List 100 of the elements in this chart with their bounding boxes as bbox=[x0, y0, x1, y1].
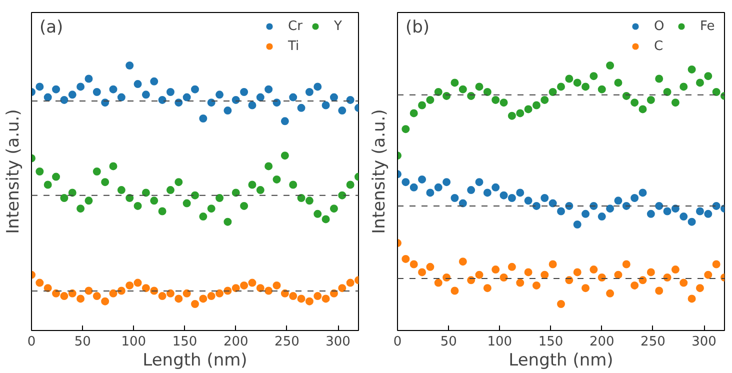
legend-label: Ti bbox=[288, 38, 300, 54]
point bbox=[590, 72, 598, 80]
point bbox=[297, 194, 306, 202]
point bbox=[688, 294, 696, 303]
point bbox=[182, 289, 191, 298]
legend-label: C bbox=[654, 38, 664, 54]
point bbox=[330, 93, 338, 102]
x-tick-label: 300 bbox=[326, 334, 350, 350]
point bbox=[696, 207, 704, 216]
point bbox=[174, 294, 183, 303]
point bbox=[158, 207, 166, 216]
y-axis-title: Intensity (a.u.) bbox=[4, 109, 24, 234]
point bbox=[573, 220, 582, 228]
point bbox=[92, 168, 101, 176]
point bbox=[174, 178, 183, 186]
point bbox=[314, 82, 322, 91]
point bbox=[216, 90, 224, 99]
x-tick-label: 200 bbox=[223, 334, 248, 350]
point bbox=[158, 292, 166, 300]
point bbox=[500, 98, 508, 107]
point bbox=[126, 62, 134, 70]
point bbox=[76, 204, 85, 213]
point bbox=[60, 194, 68, 202]
point bbox=[540, 96, 549, 104]
point bbox=[191, 85, 199, 94]
point bbox=[410, 109, 418, 118]
point bbox=[590, 266, 598, 274]
point bbox=[150, 196, 158, 205]
point bbox=[548, 260, 557, 268]
point bbox=[688, 218, 696, 226]
point bbox=[44, 180, 52, 189]
point bbox=[524, 268, 532, 276]
point bbox=[450, 286, 459, 295]
point bbox=[289, 292, 298, 300]
point bbox=[150, 77, 158, 86]
point bbox=[314, 292, 322, 300]
point bbox=[289, 93, 298, 102]
point bbox=[475, 178, 484, 186]
point bbox=[638, 105, 647, 114]
point bbox=[52, 289, 60, 298]
point bbox=[680, 82, 688, 91]
point bbox=[450, 78, 459, 87]
point bbox=[532, 202, 540, 210]
point bbox=[52, 85, 60, 94]
point bbox=[475, 82, 484, 91]
point bbox=[524, 196, 532, 205]
x-tick-label: 100 bbox=[121, 334, 146, 350]
point bbox=[297, 104, 306, 112]
point bbox=[76, 82, 85, 91]
point bbox=[256, 284, 264, 292]
point bbox=[540, 194, 549, 202]
point bbox=[44, 93, 52, 102]
x-tick-label: 300 bbox=[692, 334, 716, 350]
point bbox=[207, 292, 216, 300]
point bbox=[671, 266, 680, 274]
x-tick-label: 250 bbox=[640, 334, 666, 350]
point bbox=[92, 88, 101, 96]
point bbox=[84, 286, 93, 295]
point bbox=[516, 109, 524, 118]
point bbox=[216, 194, 224, 202]
point bbox=[458, 258, 467, 266]
point bbox=[614, 270, 622, 279]
point bbox=[696, 78, 704, 87]
point bbox=[305, 88, 314, 96]
point bbox=[109, 289, 118, 298]
point bbox=[704, 270, 712, 279]
legend-label: O bbox=[654, 18, 666, 34]
point bbox=[434, 183, 442, 192]
point bbox=[60, 292, 68, 300]
point bbox=[166, 289, 174, 298]
point bbox=[508, 112, 516, 120]
point bbox=[60, 96, 68, 104]
point bbox=[614, 196, 622, 205]
point bbox=[458, 85, 467, 94]
point bbox=[142, 90, 150, 99]
point bbox=[426, 262, 434, 271]
point bbox=[434, 88, 442, 96]
point bbox=[712, 202, 720, 210]
point bbox=[338, 284, 346, 292]
point bbox=[338, 106, 346, 115]
point bbox=[166, 186, 174, 194]
point bbox=[289, 180, 298, 189]
point bbox=[582, 284, 590, 292]
point bbox=[671, 98, 680, 107]
point bbox=[516, 278, 524, 287]
point bbox=[346, 278, 354, 287]
point bbox=[492, 266, 500, 274]
point bbox=[134, 278, 142, 287]
legend-label: Y bbox=[334, 18, 343, 34]
x-axis-title: Length (nm) bbox=[508, 350, 614, 370]
point bbox=[117, 186, 126, 194]
point bbox=[500, 191, 508, 200]
x-tick-label: 0 bbox=[27, 334, 36, 350]
point bbox=[134, 80, 142, 88]
point bbox=[126, 281, 134, 290]
point bbox=[297, 294, 306, 303]
point bbox=[216, 289, 224, 298]
point bbox=[426, 96, 434, 104]
point bbox=[199, 212, 208, 221]
point bbox=[483, 88, 492, 96]
